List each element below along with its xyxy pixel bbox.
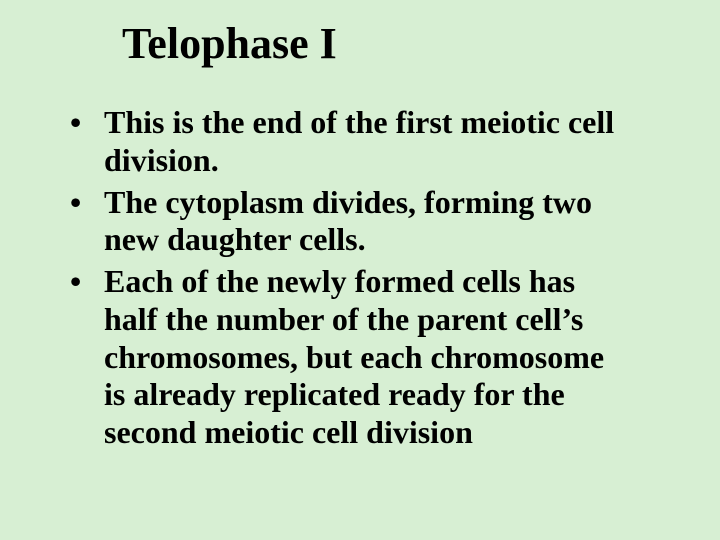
list-item: The cytoplasm divides, forming two new d… xyxy=(70,184,624,260)
slide-title: Telophase I xyxy=(122,22,680,66)
bullet-list: This is the end of the first meiotic cel… xyxy=(70,104,680,452)
slide: Telophase I This is the end of the first… xyxy=(0,0,720,540)
list-item: This is the end of the first meiotic cel… xyxy=(70,104,624,180)
list-item: Each of the newly formed cells has half … xyxy=(70,263,624,452)
